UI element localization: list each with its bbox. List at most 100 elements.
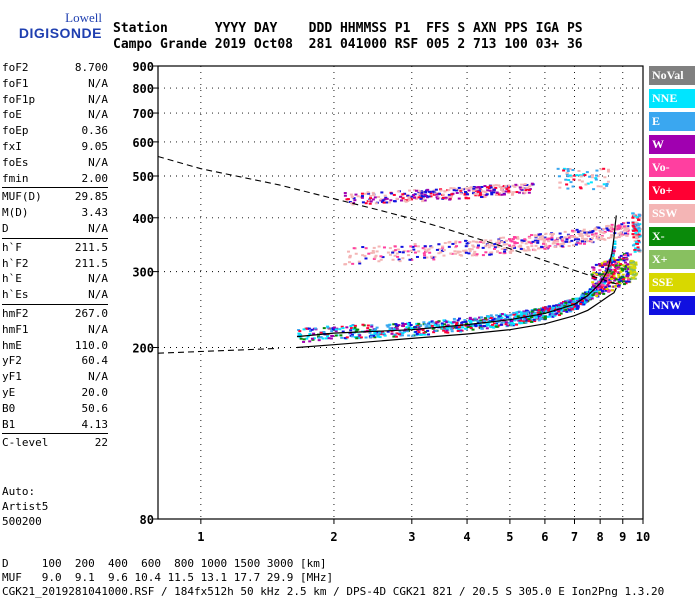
- echo-point: [423, 254, 427, 257]
- echo-point: [588, 175, 592, 178]
- echo-point: [617, 232, 621, 235]
- echo-point: [550, 234, 554, 237]
- echo-point: [511, 249, 515, 252]
- echo-point: [479, 321, 483, 324]
- echo-point: [597, 288, 601, 291]
- echo-point: [520, 187, 524, 190]
- echo-point: [636, 218, 640, 221]
- echo-point: [614, 278, 618, 281]
- echo-point: [524, 249, 528, 252]
- echo-point: [368, 202, 372, 205]
- echo-point: [449, 187, 453, 190]
- echo-point: [542, 241, 546, 244]
- echo-point: [454, 189, 458, 192]
- echo-point: [366, 324, 370, 327]
- y-tick-label: 900: [132, 60, 154, 74]
- echo-point: [610, 261, 614, 264]
- echo-point: [613, 279, 617, 282]
- param-value: 211.5: [74, 256, 108, 270]
- param-row: foE N/A: [2, 107, 108, 123]
- echo-point: [499, 323, 503, 326]
- echo-point: [590, 231, 594, 234]
- echo-point: [522, 311, 526, 314]
- echo-point: [561, 305, 565, 308]
- auto-version: 500200: [2, 515, 42, 528]
- echo-point: [472, 245, 476, 248]
- echo-point: [524, 189, 528, 192]
- echo-point: [458, 250, 462, 253]
- echo-point: [457, 186, 461, 189]
- echo-point: [483, 185, 487, 188]
- echo-point: [594, 232, 598, 235]
- echo-point: [534, 315, 538, 318]
- echo-point: [412, 196, 416, 199]
- echo-point: [472, 187, 476, 190]
- echo-point: [401, 197, 405, 200]
- echo-point: [602, 227, 606, 230]
- echo-point: [427, 190, 431, 193]
- param-label: foF1p: [2, 92, 36, 106]
- echo-point: [426, 323, 430, 326]
- echo-point: [464, 249, 468, 252]
- echo-point: [417, 331, 421, 334]
- echo-point: [602, 272, 606, 275]
- echo-point: [626, 232, 630, 235]
- echo-point: [550, 238, 554, 241]
- param-label: foF1: [2, 76, 29, 90]
- echo-point: [548, 305, 552, 308]
- echo-point: [561, 240, 565, 243]
- echo-point: [620, 223, 624, 226]
- echo-point: [448, 195, 452, 198]
- y-tick-label: 600: [132, 136, 154, 150]
- echo-point: [541, 314, 545, 317]
- echo-point: [435, 193, 439, 196]
- echo-point: [528, 188, 532, 191]
- echo-point: [310, 328, 314, 331]
- echo-point: [350, 335, 354, 338]
- echo-point: [558, 232, 562, 235]
- echo-point: [606, 229, 610, 232]
- echo-point: [347, 261, 351, 264]
- echo-point: [465, 193, 469, 196]
- echo-point: [560, 309, 564, 312]
- echo-point: [557, 310, 561, 313]
- echo-point: [329, 337, 333, 340]
- echo-point: [397, 333, 401, 336]
- param-value: 50.6: [81, 401, 109, 415]
- echo-point: [530, 242, 534, 245]
- param-row: yE 20.0: [2, 385, 108, 401]
- echo-point: [414, 197, 418, 200]
- echo-point: [430, 246, 434, 249]
- echo-point: [516, 237, 520, 240]
- echo-point: [565, 172, 569, 175]
- param-separator: [2, 187, 108, 189]
- echo-point: [571, 297, 575, 300]
- echo-point: [543, 236, 547, 239]
- echo-point: [476, 190, 480, 193]
- echo-point: [597, 285, 601, 288]
- echo-point: [614, 266, 618, 269]
- echo-point: [579, 175, 583, 178]
- echo-point: [513, 185, 517, 188]
- echo-point: [583, 174, 587, 177]
- echo-point: [569, 181, 573, 184]
- echo-point: [454, 245, 458, 248]
- param-row: yF2 60.4: [2, 353, 108, 369]
- echo-point: [363, 192, 367, 195]
- echo-point: [450, 322, 454, 325]
- param-separator: [2, 433, 108, 435]
- echo-point: [581, 237, 585, 240]
- echo-point: [519, 311, 523, 314]
- echo-point: [408, 198, 412, 201]
- echo-point: [415, 332, 419, 335]
- echo-point: [638, 250, 642, 253]
- echo-point: [467, 252, 471, 255]
- echo-point: [606, 170, 610, 173]
- echo-point: [607, 290, 611, 293]
- echo-point: [478, 316, 482, 319]
- echo-point: [594, 227, 598, 230]
- echo-point: [443, 323, 447, 326]
- echo-point: [454, 252, 458, 255]
- echo-point: [561, 301, 565, 304]
- echo-point: [370, 325, 374, 328]
